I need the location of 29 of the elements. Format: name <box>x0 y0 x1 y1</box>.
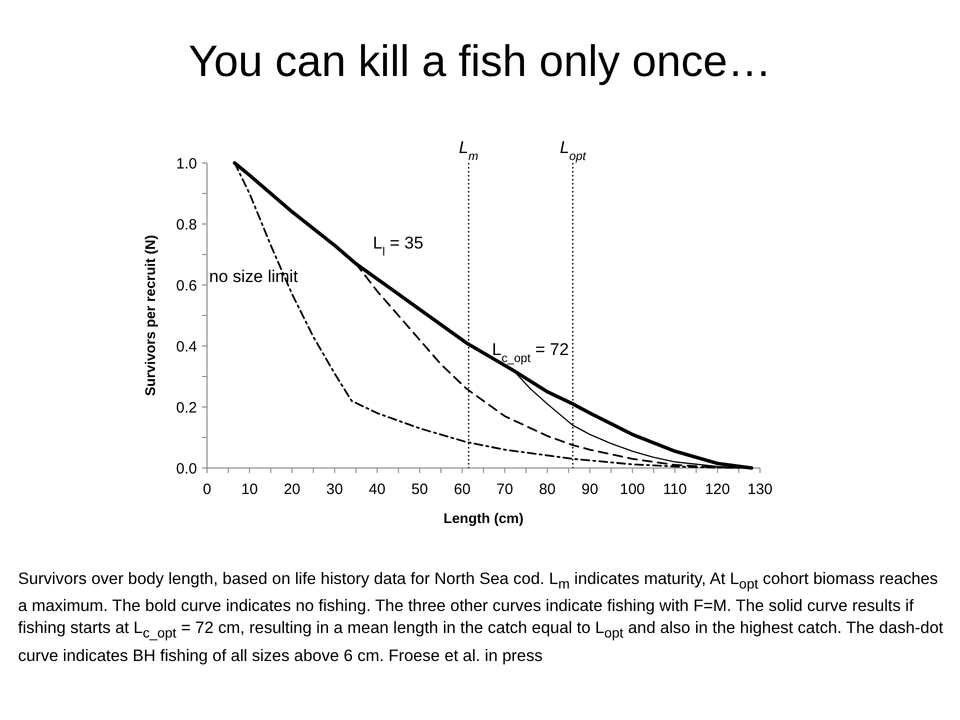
x-tick-label: 60 <box>454 481 471 498</box>
x-tick-label: 80 <box>538 481 556 498</box>
x-tick-label: 50 <box>411 481 428 498</box>
annotation: L$_{c_opt}$ = 72 <box>492 340 569 366</box>
x-tick-label: 0 <box>202 481 212 498</box>
y-tick-label: 0.2 <box>176 399 197 416</box>
ref-line-label: L$_{m}$ <box>458 138 478 163</box>
x-tick-label: 20 <box>284 481 300 498</box>
y-axis-title: Survivors per recruit (N) <box>142 234 158 396</box>
x-tick-label: 30 <box>326 481 343 498</box>
x-tick-label: 70 <box>496 481 514 498</box>
y-tick-label: 1.0 <box>176 155 197 172</box>
ref-line-label: L$_{opt}$ <box>560 138 587 163</box>
x-tick-label: 100 <box>620 481 645 498</box>
y-tick-label: 0.6 <box>176 277 197 294</box>
x-tick-label: 90 <box>582 481 598 498</box>
annotation: L$_{l}$ = 35 <box>372 233 424 258</box>
y-tick-label: 0.4 <box>176 338 197 356</box>
x-axis-title: Length (cm) <box>443 510 524 526</box>
annotation: no size limit <box>209 266 298 286</box>
text: Survivors over body length, based on life history data for North Sea cod. L$_{m}$ indicates maturity, At L$_{opt}$ cohort biomass reaches a maximum. The bold curve indicates no fishing. The three other curves indicate fishing with F=M. The solid curve results if fishing starts at L$_{c_opt}$ = 72 cm, resulting in a mean length in the catch equal to L$_{opt}$ and also in the highest catch. The dash-dot curve indicates BH fishing of all sizes above 6 cm. Froese et al. in press <box>18 570 944 665</box>
x-tick-label: 120 <box>704 481 730 498</box>
x-tick-label: 110 <box>662 481 687 498</box>
x-tick-label: 130 <box>747 481 773 498</box>
y-tick-label: 0.8 <box>176 216 197 234</box>
chart-title: You can kill a fish only once… <box>188 37 772 86</box>
x-tick-label: 40 <box>368 481 386 498</box>
x-tick-label: 10 <box>241 481 258 498</box>
y-tick-label: 0.0 <box>176 460 197 478</box>
